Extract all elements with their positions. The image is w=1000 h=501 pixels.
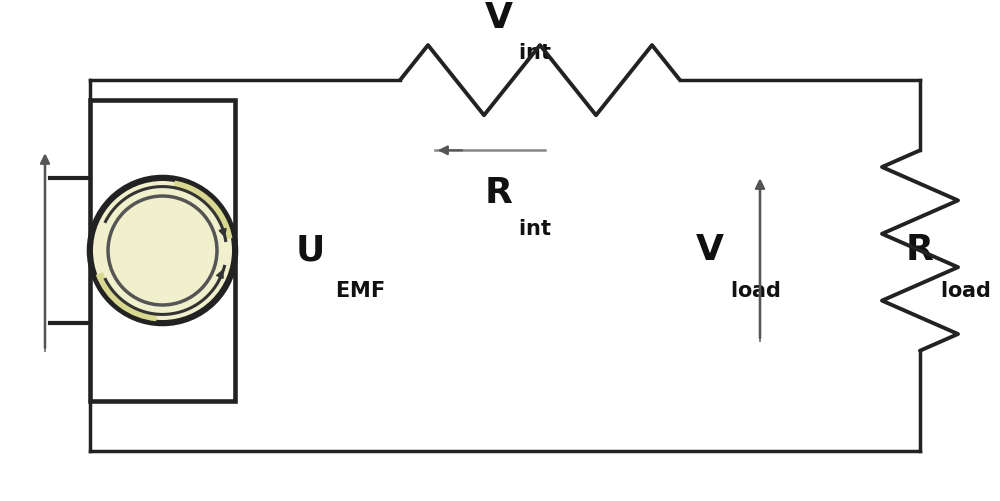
Text: $\mathbf{R}$: $\mathbf{R}$	[905, 233, 934, 268]
Circle shape	[90, 178, 235, 323]
Text: $\mathbf{int}$: $\mathbf{int}$	[518, 43, 552, 63]
Text: $\mathbf{V}$: $\mathbf{V}$	[695, 233, 725, 268]
Text: $\mathbf{EMF}$: $\mathbf{EMF}$	[335, 281, 384, 301]
Text: $\mathbf{R}$: $\mathbf{R}$	[484, 176, 513, 210]
Text: $\mathbf{U}$: $\mathbf{U}$	[295, 233, 323, 268]
Bar	[90, 100, 235, 401]
Text: $\mathbf{load}$: $\mathbf{load}$	[730, 281, 781, 301]
Text: $\mathbf{int}$: $\mathbf{int}$	[518, 219, 552, 239]
Text: $\mathbf{V}$: $\mathbf{V}$	[484, 1, 514, 35]
Text: $\mathbf{load}$: $\mathbf{load}$	[940, 281, 991, 301]
